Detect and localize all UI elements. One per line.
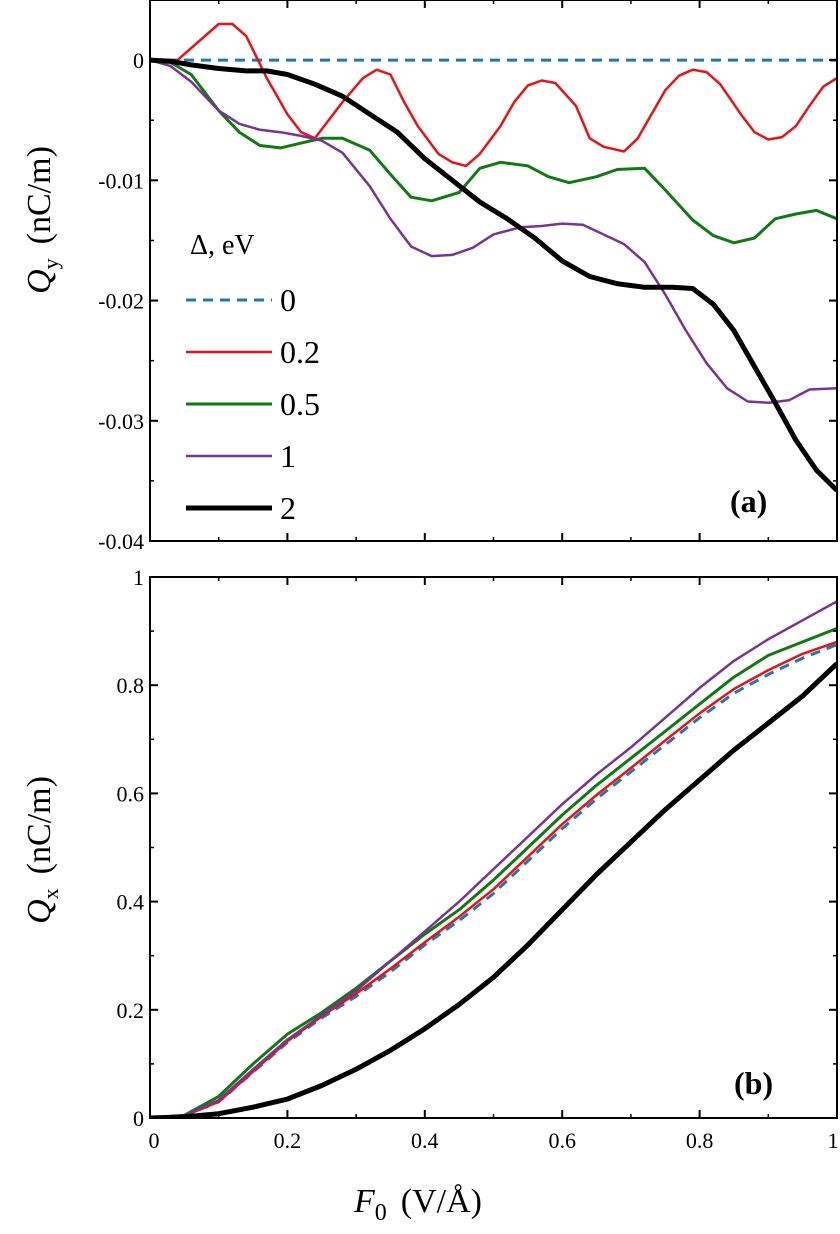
legend-label-0.5: 0.5 bbox=[280, 386, 320, 422]
svg-text:Qy(nC/m): Qy (nC/m) bbox=[21, 146, 63, 294]
ylabel-a-sub: y bbox=[38, 258, 63, 269]
series-line-b-2 bbox=[150, 661, 837, 1118]
panel-a: 0 -0.01 -0.02 -0.03 -0.04 Δ, eV 0 0.2 0.5 1 2 (a)… bbox=[21, 0, 838, 554]
xlabel-unit: (V/Å) bbox=[401, 1183, 482, 1220]
series-line-b-0 bbox=[150, 643, 837, 1118]
xtick-label: 0.8 bbox=[686, 1128, 714, 1153]
xtick-label: 0 bbox=[149, 1128, 160, 1153]
series-line-a-2 bbox=[150, 57, 837, 493]
panel-b-ylabel: Qx (nC/m) bbox=[21, 776, 63, 924]
panel-b-label: (b) bbox=[734, 1065, 773, 1101]
panel-b: 0 0.2 0.4 0.6 0.8 1 0 0.2 0.4 0.6 0.8 1 (b) Qx (nC/m… bbox=[21, 565, 839, 1226]
series-line-a-1 bbox=[150, 58, 837, 404]
legend-label-1: 1 bbox=[280, 438, 296, 474]
ytick-label-a: 0 bbox=[133, 48, 144, 73]
ylabel-a-symbol: Q bbox=[21, 269, 58, 294]
xlabel: F0 (V/Å) bbox=[353, 1183, 482, 1226]
ytick-label-a: -0.03 bbox=[98, 409, 144, 434]
ylabel-b-sub: x bbox=[38, 888, 63, 899]
panel-b-series bbox=[150, 600, 837, 1118]
ytick-label-b: 0.2 bbox=[117, 998, 145, 1023]
ylabel-b-unit: (nC/m) bbox=[21, 776, 58, 874]
xtick-label: 0.6 bbox=[548, 1128, 576, 1153]
ylabel-a-unit: (nC/m) bbox=[21, 146, 58, 244]
ylabel-b-symbol: Q bbox=[21, 899, 58, 924]
legend-label-0.2: 0.2 bbox=[280, 334, 320, 370]
ytick-label-b: 0.6 bbox=[117, 781, 145, 806]
ytick-label-a: -0.02 bbox=[98, 289, 144, 314]
xlabel-symbol: F bbox=[353, 1183, 376, 1220]
xtick-label: 0.4 bbox=[411, 1128, 439, 1153]
legend-label-2: 2 bbox=[280, 490, 296, 526]
ytick-label-a: -0.04 bbox=[98, 529, 144, 554]
legend-title: Δ, eV bbox=[190, 230, 255, 261]
series-line-b-0.5 bbox=[150, 627, 837, 1118]
xtick-label: 0.2 bbox=[274, 1128, 302, 1153]
ytick-label-a: -0.01 bbox=[98, 168, 144, 193]
legend-label-0: 0 bbox=[280, 282, 296, 318]
panel-b-frame bbox=[149, 576, 838, 1119]
series-line-b-0.2 bbox=[150, 640, 837, 1118]
ytick-label-b: 1 bbox=[133, 565, 144, 590]
ytick-label-b: 0.4 bbox=[117, 890, 145, 915]
panel-a-ticks: 0 -0.01 -0.02 -0.03 -0.04 bbox=[98, 0, 838, 554]
xtick-label: 1 bbox=[828, 1128, 839, 1153]
series-line-a-0.5 bbox=[150, 58, 837, 245]
ytick-label-b: 0 bbox=[133, 1106, 144, 1131]
svg-text:Qx(nC/m): Qx (nC/m) bbox=[21, 776, 63, 924]
panel-b-ticks: 0 0.2 0.4 0.6 0.8 1 0 0.2 0.4 0.6 0.8 1 bbox=[117, 565, 839, 1153]
panel-a-label: (a) bbox=[730, 483, 767, 519]
ytick-label-b: 0.8 bbox=[117, 673, 145, 698]
legend: Δ, eV 0 0.2 0.5 1 2 bbox=[186, 230, 320, 526]
panel-a-ylabel: Qy (nC/m) bbox=[21, 146, 63, 294]
panel-a-frame bbox=[149, 0, 838, 542]
series-line-b-1 bbox=[150, 600, 837, 1118]
series-line-a-0.2 bbox=[150, 22, 837, 168]
xlabel-sub: 0 bbox=[375, 1200, 387, 1226]
panel-a-series bbox=[150, 22, 837, 493]
